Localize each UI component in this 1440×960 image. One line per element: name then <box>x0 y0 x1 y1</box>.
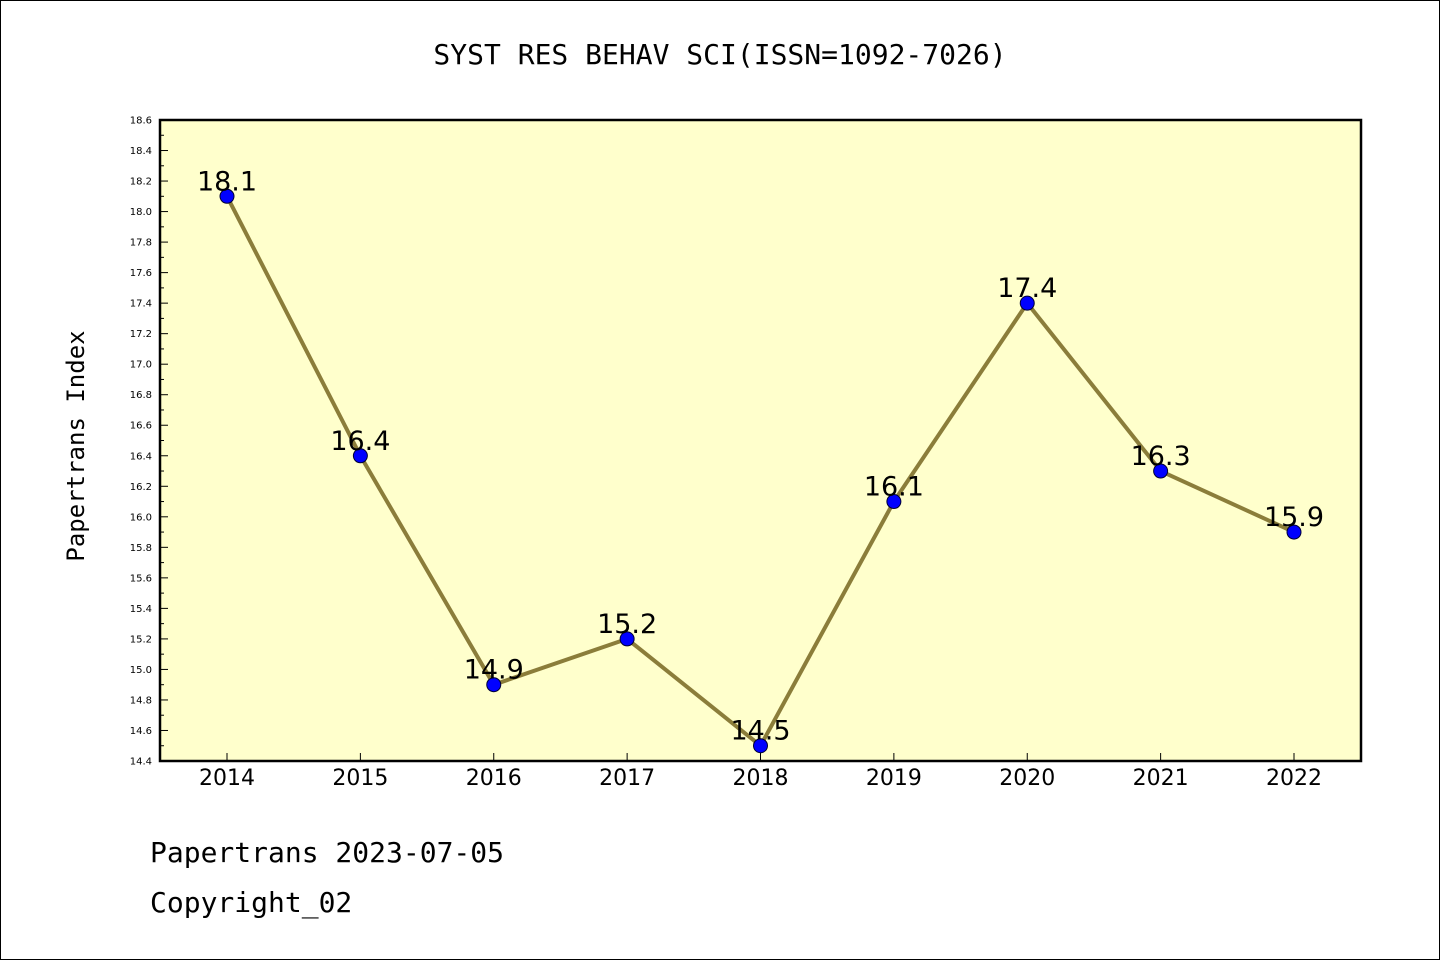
y-tick-label: 16.2 <box>130 482 152 493</box>
data-label: 16.1 <box>864 472 924 503</box>
data-label: 14.5 <box>730 716 790 747</box>
x-tick-label: 2016 <box>466 766 522 791</box>
y-tick-label: 14.8 <box>130 695 152 706</box>
y-tick-label: 17.2 <box>130 329 152 340</box>
chart-title: SYST RES BEHAV SCI(ISSN=1092-7026) <box>433 38 1007 71</box>
data-label: 17.4 <box>997 273 1057 304</box>
y-tick-label: 15.2 <box>130 634 152 645</box>
data-point <box>1286 524 1302 540</box>
data-label: 16.3 <box>1131 441 1191 472</box>
plot-area <box>160 120 1361 761</box>
y-tick-label: 17.6 <box>130 268 152 279</box>
y-tick-label: 16.4 <box>130 451 152 462</box>
y-tick-label: 16.6 <box>130 421 152 432</box>
y-tick-label: 15.8 <box>130 543 152 554</box>
y-axis: 14.4 14.6 14.8 15.0 15.2 15.4 15.6 15.8 16.0 16.2… <box>130 116 168 768</box>
x-tick-label: 2017 <box>599 766 655 791</box>
x-tick-label: 2014 <box>199 766 255 791</box>
x-tick-label: 2015 <box>332 766 388 791</box>
x-tick-label: 2019 <box>866 766 922 791</box>
series-markers <box>219 188 1302 754</box>
data-point <box>619 631 635 647</box>
y-axis-label: Papertrans Index <box>62 330 90 561</box>
data-point <box>1019 295 1035 311</box>
x-axis: 2014 2015 2016 2017 2018 2019 2020 2021 2022 <box>199 753 1322 791</box>
y-tick-label: 14.4 <box>130 757 152 768</box>
y-tick-label: 18.0 <box>130 207 152 218</box>
x-tick-label: 2022 <box>1266 766 1322 791</box>
x-tick-label: 2020 <box>999 766 1055 791</box>
y-tick-label: 15.4 <box>130 604 152 615</box>
y-tick-label: 16.0 <box>130 512 152 523</box>
data-labels: 18.1 16.4 14.9 15.2 14.5 16.1 17.4 16.3 15.9 <box>197 166 1324 746</box>
y-tick-label: 17.8 <box>130 238 152 249</box>
y-tick-label: 18.2 <box>130 177 152 188</box>
data-label: 14.9 <box>464 655 524 686</box>
data-point <box>886 494 902 510</box>
data-point <box>753 738 768 754</box>
x-tick-label: 2021 <box>1133 766 1189 791</box>
data-point <box>219 188 235 204</box>
data-label: 15.2 <box>597 609 657 640</box>
y-tick-label: 18.6 <box>130 116 152 127</box>
y-tick-label: 18.4 <box>130 146 152 157</box>
footer-date: Papertrans 2023-07-05 <box>150 836 505 869</box>
data-point <box>1153 463 1169 479</box>
y-tick-label: 17.4 <box>130 299 152 310</box>
y-tick-label: 15.6 <box>130 573 152 584</box>
y-tick-label: 15.0 <box>130 665 152 676</box>
plot-border <box>158 118 1363 763</box>
y-tick-label: 16.8 <box>130 390 152 401</box>
data-point <box>352 448 368 464</box>
x-tick-label: 2018 <box>733 766 789 791</box>
data-point <box>486 677 502 693</box>
y-tick-label: 17.0 <box>130 360 152 371</box>
data-label: 15.9 <box>1264 502 1324 533</box>
footer-copyright: Copyright_02 <box>150 886 353 919</box>
data-label: 18.1 <box>197 166 257 197</box>
y-tick-label: 14.6 <box>130 726 152 737</box>
data-label: 16.4 <box>330 426 390 457</box>
